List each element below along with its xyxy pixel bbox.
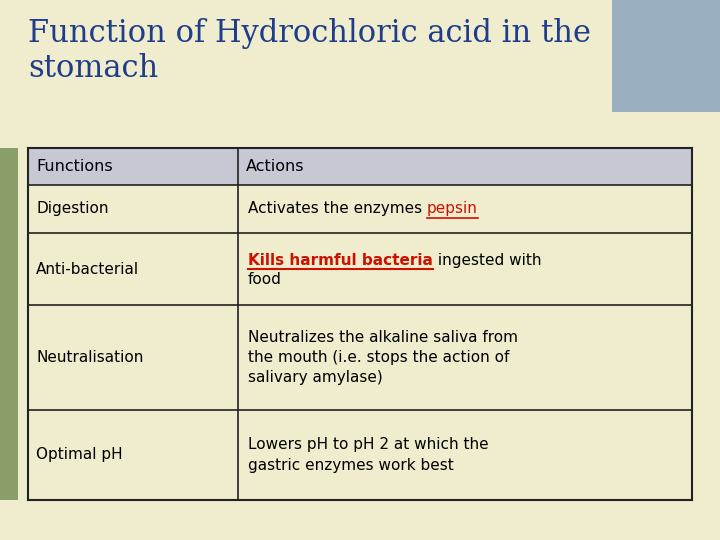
Text: food: food [248,272,282,287]
Bar [612,0,720,112]
Text: Optimal pH: Optimal pH [36,448,122,462]
Bar [28,148,692,185]
Text: ingested with: ingested with [433,253,541,268]
Text: Function of Hydrochloric acid in the
stomach: Function of Hydrochloric acid in the sto… [28,18,591,84]
Text: Anti-bacterial: Anti-bacterial [36,261,139,276]
Text: Kills harmful bacteria: Kills harmful bacteria [248,253,433,268]
Text: Activates the enzymes: Activates the enzymes [248,201,427,217]
Bar [0,148,18,500]
Text: Digestion: Digestion [36,201,109,217]
Text: Lowers pH to pH 2 at which the
gastric enzymes work best: Lowers pH to pH 2 at which the gastric e… [248,437,489,472]
Text: Neutralizes the alkaline saliva from
the mouth (i.e. stops the action of
salivar: Neutralizes the alkaline saliva from the… [248,329,518,386]
Text: pepsin: pepsin [427,201,478,217]
Text: Neutralisation: Neutralisation [36,350,143,365]
Text: Functions: Functions [36,159,112,174]
Text: Actions: Actions [246,159,305,174]
